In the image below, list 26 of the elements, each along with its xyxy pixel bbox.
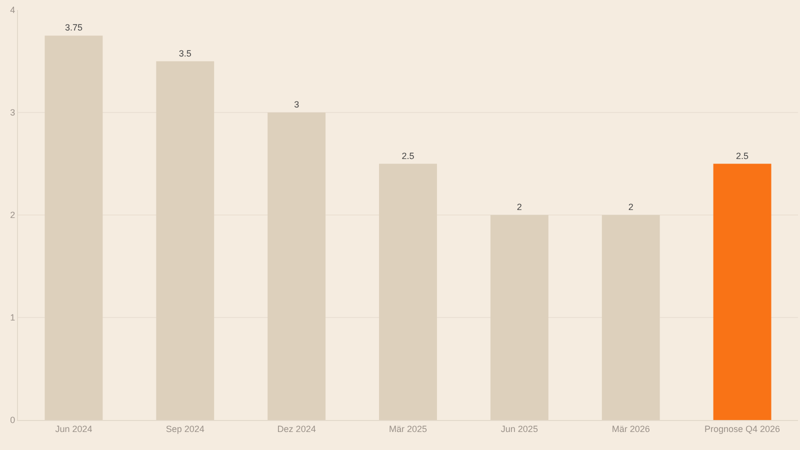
data-label: 3 [294, 100, 300, 110]
x-tick-label: Jun 2025 [500, 424, 538, 434]
x-tick-label: Mär 2026 [612, 424, 650, 434]
data-label: 3.75 [64, 22, 82, 33]
y-tick-label: 4 [10, 5, 16, 16]
bar [602, 215, 660, 420]
y-tick-label: 3 [10, 108, 16, 118]
bar [379, 164, 437, 420]
x-tick-label: Sep 2024 [166, 424, 204, 434]
x-tick-label: Mär 2025 [388, 424, 428, 434]
x-tick-label: Dez 2024 [277, 424, 316, 434]
y-tick-label: 1 [10, 312, 16, 323]
data-label: 2 [516, 202, 522, 212]
bar [44, 36, 103, 420]
data-label: 2.5 [736, 150, 749, 161]
y-tick-label: 2 [10, 210, 16, 220]
data-label: 3.5 [178, 48, 192, 58]
data-label: 2 [628, 202, 634, 212]
bar [490, 215, 548, 420]
x-tick-label: Jun 2024 [55, 424, 92, 434]
y-tick-label: 0 [10, 415, 16, 426]
bar [713, 164, 772, 420]
bar [156, 61, 214, 420]
bar [268, 112, 326, 420]
data-label: 2.5 [402, 150, 414, 161]
x-tick-label: Prognose Q4 2026 [704, 424, 780, 434]
